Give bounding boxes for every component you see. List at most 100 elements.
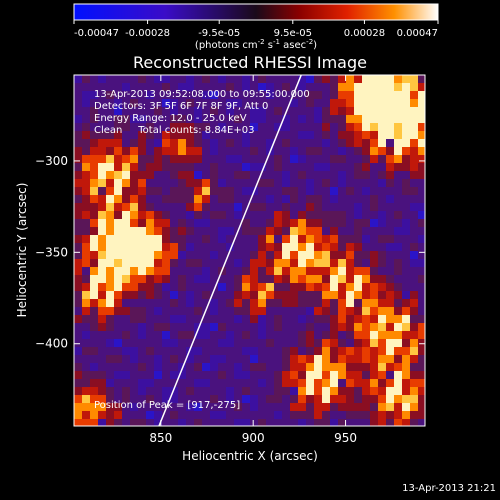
heatmap-cell (362, 419, 370, 426)
heatmap-cell (242, 411, 250, 419)
heatmap-cell (266, 403, 274, 411)
heatmap-cell (74, 371, 82, 379)
heatmap-cell (186, 339, 194, 347)
heatmap-cell (418, 299, 425, 307)
heatmap-cell (402, 275, 410, 283)
heatmap-cell (186, 363, 194, 371)
heatmap-cell (218, 131, 226, 139)
heatmap-cell (354, 115, 362, 123)
heatmap-cell (322, 363, 330, 371)
heatmap-cell (226, 131, 234, 139)
heatmap-cell (402, 299, 410, 307)
heatmap-cell (362, 307, 370, 315)
heatmap-cell (202, 235, 210, 243)
heatmap-cell (218, 331, 226, 339)
heatmap-cell (290, 339, 298, 347)
heatmap-cell (234, 163, 242, 171)
heatmap-cell (418, 211, 425, 219)
heatmap-cell (338, 163, 346, 171)
heatmap-cell (370, 115, 378, 123)
heatmap-cell (258, 307, 266, 315)
heatmap-cell (242, 163, 250, 171)
heatmap-cell (378, 371, 386, 379)
heatmap-cell (226, 299, 234, 307)
heatmap-cell (274, 187, 282, 195)
heatmap-cell (274, 163, 282, 171)
heatmap-cell (298, 123, 306, 131)
heatmap-cell (218, 179, 226, 187)
heatmap-cell (338, 371, 346, 379)
heatmap-cell (170, 323, 178, 331)
heatmap-cell (362, 275, 370, 283)
heatmap-cell (90, 387, 98, 395)
heatmap-cell (370, 187, 378, 195)
heatmap-cell (258, 371, 266, 379)
heatmap-cell (394, 371, 402, 379)
heatmap-cell (346, 259, 354, 267)
heatmap-cell (290, 171, 298, 179)
heatmap-cell (314, 75, 322, 83)
heatmap-cell (114, 331, 122, 339)
heatmap-cell (178, 411, 186, 419)
heatmap-cell (74, 115, 82, 123)
heatmap-cell (210, 379, 218, 387)
heatmap-cell (234, 395, 242, 403)
heatmap-cell (226, 259, 234, 267)
heatmap-cell (226, 403, 234, 411)
heatmap-cell (330, 99, 338, 107)
heatmap-cell (90, 307, 98, 315)
heatmap-cell (114, 219, 122, 227)
heatmap-cell (154, 259, 162, 267)
heatmap-cell (162, 211, 170, 219)
heatmap-cell (242, 123, 250, 131)
heatmap-cell (362, 331, 370, 339)
heatmap-cell (242, 291, 250, 299)
heatmap-cell (98, 331, 106, 339)
heatmap-cell (274, 379, 282, 387)
heatmap-cell (194, 123, 202, 131)
heatmap-cell (346, 115, 354, 123)
heatmap-cell (290, 307, 298, 315)
heatmap-cell (234, 91, 242, 99)
heatmap-cell (114, 195, 122, 203)
heatmap-cell (258, 275, 266, 283)
heatmap-cell (418, 107, 425, 115)
heatmap-cell (226, 347, 234, 355)
heatmap-cell (114, 419, 122, 426)
heatmap-cell (298, 235, 306, 243)
heatmap-cell (178, 107, 186, 115)
heatmap-cell (234, 323, 242, 331)
heatmap-cell (210, 235, 218, 243)
heatmap-cell (378, 251, 386, 259)
heatmap-cell (138, 219, 146, 227)
heatmap-cell (314, 411, 322, 419)
heatmap-cell (362, 123, 370, 131)
heatmap-cell (82, 331, 90, 339)
heatmap-cell (306, 155, 314, 163)
heatmap-cell (378, 283, 386, 291)
heatmap-cell (402, 339, 410, 347)
heatmap-cell (74, 179, 82, 187)
heatmap-cell (122, 187, 130, 195)
heatmap-cell (202, 379, 210, 387)
heatmap-cell (370, 331, 378, 339)
heatmap-cell (186, 131, 194, 139)
heatmap-cell (378, 363, 386, 371)
heatmap-cell (82, 179, 90, 187)
heatmap-cell (306, 163, 314, 171)
heatmap-cell (306, 227, 314, 235)
heatmap-cell (210, 267, 218, 275)
heatmap-cell (314, 355, 322, 363)
heatmap-cell (394, 123, 402, 131)
heatmap-cell (258, 91, 266, 99)
heatmap-cell (298, 155, 306, 163)
heatmap-cell (194, 211, 202, 219)
heatmap-cell (306, 403, 314, 411)
heatmap-cell (202, 187, 210, 195)
heatmap-cell (138, 227, 146, 235)
heatmap-cell (186, 147, 194, 155)
heatmap-cell (210, 371, 218, 379)
heatmap-cell (298, 227, 306, 235)
heatmap-cell (202, 75, 210, 83)
heatmap-cell (322, 259, 330, 267)
